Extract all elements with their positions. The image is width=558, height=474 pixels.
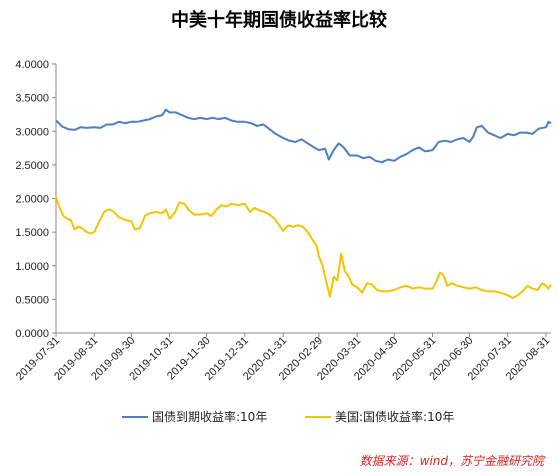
y-tick-label: 0.5000 [15, 294, 49, 306]
legend-label-us: 美国:国债收益率:10年 [335, 410, 455, 424]
y-tick-label: 3.0000 [15, 126, 49, 138]
x-axis: 2019-07-312019-08-312019-09-302019-10-31… [14, 332, 552, 383]
series-line-us [55, 196, 552, 299]
y-tick-label: 4.0000 [15, 59, 49, 71]
chart-title: 中美十年期国债收益率比较 [171, 10, 387, 31]
legend-swatch-cn [122, 415, 148, 418]
y-tick-label: 2.0000 [15, 194, 49, 206]
legend-item-cn: 国债到期收益率:10年 [122, 408, 267, 425]
y-tick-label: 1.0000 [15, 261, 49, 273]
series-lines [55, 108, 552, 299]
legend-label-cn: 国债到期收益率:10年 [152, 410, 268, 424]
y-tick-label: 2.5000 [15, 160, 49, 172]
legend-item-us: 美国:国债收益率:10年 [305, 408, 454, 425]
source-note: 数据来源：wind，苏宁金融研究院 [359, 454, 544, 468]
series-line-cn [55, 108, 552, 164]
y-axis: 4.0000 3.5000 3.0000 2.5000 2.0000 1.5000 1.00… [15, 59, 57, 340]
y-tick-label: 0.0000 [15, 328, 49, 340]
legend-swatch-us [305, 415, 331, 418]
y-tick-label: 3.5000 [15, 93, 49, 105]
y-tick-label: 1.5000 [15, 227, 49, 239]
